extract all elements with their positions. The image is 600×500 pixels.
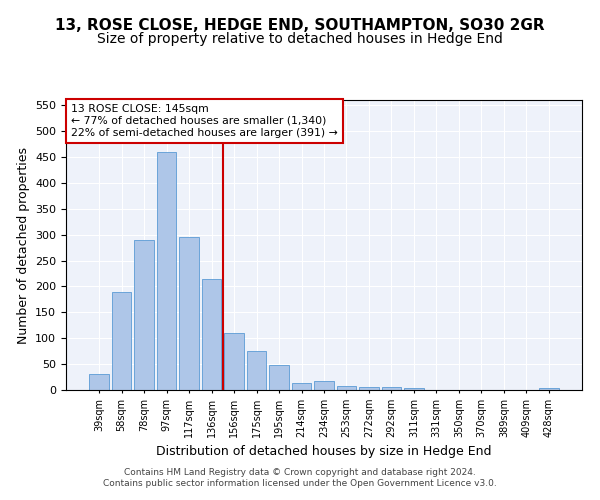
Bar [179,237,199,390]
Bar [382,388,401,390]
Bar [314,380,334,390]
Bar [202,278,221,390]
Bar [112,292,131,390]
X-axis label: Distribution of detached houses by size in Hedge End: Distribution of detached houses by size … [156,446,492,458]
Bar [134,240,154,390]
Bar [359,388,379,390]
Text: 13 ROSE CLOSE: 145sqm
← 77% of detached houses are smaller (1,340)
22% of semi-d: 13 ROSE CLOSE: 145sqm ← 77% of detached … [71,104,338,138]
Bar [224,333,244,390]
Bar [89,374,109,390]
Bar [539,388,559,390]
Bar [157,152,176,390]
Bar [247,351,266,390]
Bar [404,388,424,390]
Text: 13, ROSE CLOSE, HEDGE END, SOUTHAMPTON, SO30 2GR: 13, ROSE CLOSE, HEDGE END, SOUTHAMPTON, … [55,18,545,32]
Bar [337,386,356,390]
Text: Size of property relative to detached houses in Hedge End: Size of property relative to detached ho… [97,32,503,46]
Text: Contains HM Land Registry data © Crown copyright and database right 2024.
Contai: Contains HM Land Registry data © Crown c… [103,468,497,487]
Bar [292,384,311,390]
Y-axis label: Number of detached properties: Number of detached properties [17,146,29,344]
Bar [269,365,289,390]
